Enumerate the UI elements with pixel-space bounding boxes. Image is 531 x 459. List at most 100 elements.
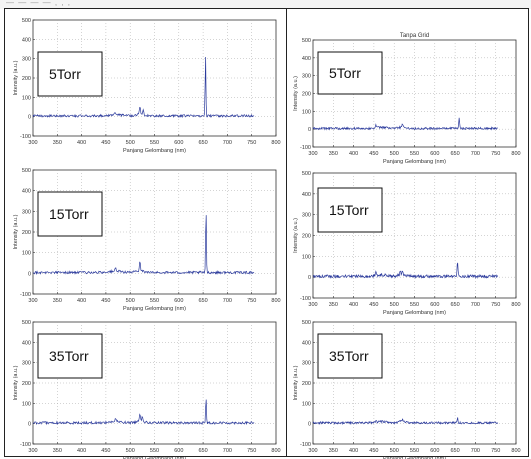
pressure-label-box [37, 191, 103, 237]
pressure-label-box [37, 51, 103, 97]
spectrum-panel-5: 300 350 400 450 500 550 600 650 700 750 800 -100 0 10… [13, 320, 281, 459]
y-tick-label: 300 [302, 361, 311, 367]
x-tick-label: 800 [511, 448, 520, 454]
y-axis-label: Intensity (a.u.) [293, 365, 299, 400]
spectrum-series-line [32, 215, 255, 276]
x-tick-label: 500 [390, 151, 399, 157]
x-tick-label: 800 [271, 298, 280, 304]
x-tick-label: 300 [308, 448, 317, 454]
x-tick-label: 750 [247, 448, 256, 454]
x-tick-label: 800 [271, 140, 280, 146]
x-tick-label: 400 [349, 151, 358, 157]
y-tick-label: 100 [302, 401, 311, 407]
y-tick-label: 0 [308, 127, 311, 133]
y-axis-label: Intensity (a.u.) [13, 214, 19, 249]
y-tick-label: 200 [302, 234, 311, 240]
x-tick-label: 650 [199, 140, 208, 146]
x-tick-label: 700 [471, 302, 480, 308]
x-tick-label: 700 [223, 448, 232, 454]
x-tick-label: 800 [271, 448, 280, 454]
pressure-label: 35Torr [49, 348, 89, 364]
pressure-label-box [317, 51, 383, 95]
y-tick-label: 500 [22, 320, 31, 326]
y-tick-label: 400 [22, 37, 31, 43]
y-tick-label: 0 [308, 275, 311, 281]
y-tick-label: 200 [22, 230, 31, 236]
y-tick-label: 500 [302, 171, 311, 177]
x-tick-label: 400 [77, 140, 86, 146]
x-axis-label: Panjang Gelombang (nm) [123, 306, 186, 312]
x-tick-label: 750 [491, 448, 500, 454]
y-tick-label: 400 [302, 56, 311, 62]
y-tick-label: -100 [20, 292, 31, 298]
pressure-label: 15Torr [49, 206, 89, 222]
y-tick-label: 200 [22, 381, 31, 387]
y-tick-label: 100 [22, 401, 31, 407]
spectrum-panel-6: 300 350 400 450 500 550 600 650 700 750 800 -100 0 10… [293, 320, 521, 459]
x-tick-label: 300 [308, 302, 317, 308]
header-strip: — — — — , , , [0, 0, 531, 9]
y-tick-label: 200 [22, 76, 31, 82]
y-tick-label: 0 [28, 115, 31, 121]
x-tick-label: 350 [53, 448, 62, 454]
x-tick-label: 650 [199, 448, 208, 454]
x-tick-label: 350 [329, 448, 338, 454]
x-tick-label: 350 [53, 140, 62, 146]
x-tick-label: 650 [199, 298, 208, 304]
x-tick-label: 600 [430, 448, 439, 454]
pressure-label-box [317, 187, 383, 233]
y-tick-label: 0 [28, 422, 31, 428]
y-axis-label: Intensity (a.u.) [293, 76, 299, 111]
x-tick-label: 450 [369, 302, 378, 308]
x-axis-label: Panjang Gelombang (nm) [383, 310, 446, 316]
y-tick-label: 100 [22, 95, 31, 101]
y-tick-label: -100 [300, 442, 311, 448]
x-tick-label: 350 [53, 298, 62, 304]
x-tick-label: 350 [329, 302, 338, 308]
x-tick-label: 400 [349, 448, 358, 454]
x-tick-label: 400 [77, 448, 86, 454]
y-tick-label: 200 [302, 381, 311, 387]
y-tick-label: -100 [300, 296, 311, 302]
x-tick-label: 750 [491, 302, 500, 308]
x-tick-label: 750 [491, 151, 500, 157]
x-tick-label: 650 [451, 151, 460, 157]
y-tick-label: 300 [302, 74, 311, 80]
x-tick-label: 550 [150, 448, 159, 454]
y-tick-label: 300 [302, 213, 311, 219]
y-tick-label: 400 [302, 192, 311, 198]
x-tick-label: 600 [174, 140, 183, 146]
spectrum-series-line [312, 417, 498, 426]
y-tick-label: 300 [22, 361, 31, 367]
y-tick-label: 0 [308, 422, 311, 428]
spectrum-panel-3: 300 350 400 450 500 550 600 650 700 750 800 -100 0 10… [13, 168, 281, 312]
x-axis-label: Panjang Gelombang (nm) [383, 159, 446, 165]
x-tick-label: 350 [329, 151, 338, 157]
x-axis-label: Panjang Gelombang (nm) [383, 456, 446, 459]
x-tick-label: 750 [247, 140, 256, 146]
spectrum-series-line [312, 262, 498, 279]
x-tick-label: 800 [511, 151, 520, 157]
x-tick-label: 400 [349, 302, 358, 308]
y-tick-label: -100 [20, 134, 31, 140]
x-tick-label: 700 [223, 140, 232, 146]
spectrum-series-line [32, 399, 255, 426]
pressure-label-box [37, 333, 103, 379]
x-tick-label: 300 [28, 140, 37, 146]
x-tick-label: 450 [101, 448, 110, 454]
y-tick-label: 0 [28, 271, 31, 277]
spectrum-panel-4: 300 350 400 450 500 550 600 650 700 750 800 -100 0 10… [293, 171, 521, 316]
y-tick-label: -100 [20, 442, 31, 448]
y-tick-label: 500 [302, 320, 311, 326]
x-tick-label: 800 [511, 302, 520, 308]
y-axis-label: Intensity (a.u.) [13, 60, 19, 95]
x-tick-label: 600 [174, 448, 183, 454]
x-tick-label: 550 [150, 140, 159, 146]
y-tick-label: 100 [302, 254, 311, 260]
x-tick-label: 600 [430, 302, 439, 308]
x-tick-label: 700 [471, 151, 480, 157]
x-tick-label: 650 [451, 302, 460, 308]
y-axis-label: Intensity (a.u.) [13, 365, 19, 400]
